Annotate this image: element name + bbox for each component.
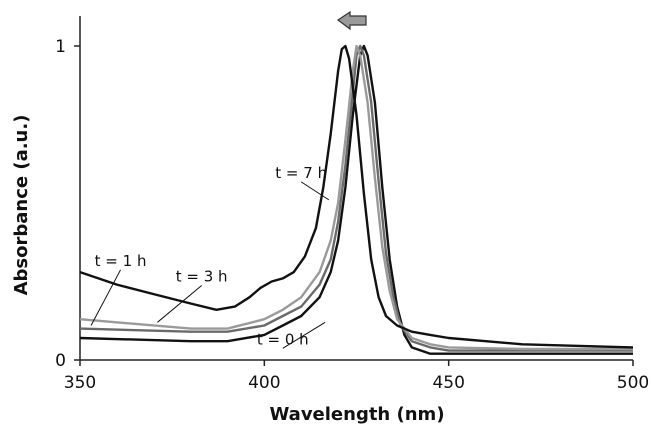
curve-label-leader xyxy=(300,181,330,201)
curve-label: t = 0 h xyxy=(257,330,309,348)
shift-arrow-icon xyxy=(336,10,367,31)
y-axis-title: Absorbance (a.u.) xyxy=(11,115,32,296)
x-tick-label: 500 xyxy=(617,373,649,393)
curve-labels: t = 1 h t = 3 h t = 7 h t = 0 h xyxy=(90,164,330,349)
series-line-3 xyxy=(79,44,634,349)
x-tick-label: 450 xyxy=(432,373,464,393)
curve-label-leader xyxy=(282,321,326,349)
curve-label-leader xyxy=(157,285,202,323)
axes: 350 400 450 500 0 1 xyxy=(55,16,649,393)
series-line-0 xyxy=(79,44,633,355)
curve-label: t = 7 h xyxy=(275,164,327,182)
x-axis-title: Wavelength (nm) xyxy=(269,404,444,424)
curve-label: t = 3 h xyxy=(176,268,228,286)
y-tick-label: 1 xyxy=(55,37,66,57)
y-tick-label: 0 xyxy=(55,351,66,371)
curve-label-leader xyxy=(90,269,121,326)
series-line-2 xyxy=(79,44,633,351)
series-layer xyxy=(79,44,634,355)
x-tick-label: 350 xyxy=(64,373,96,393)
curve-label: t = 1 h xyxy=(95,252,147,270)
x-tick-label: 400 xyxy=(248,373,280,393)
